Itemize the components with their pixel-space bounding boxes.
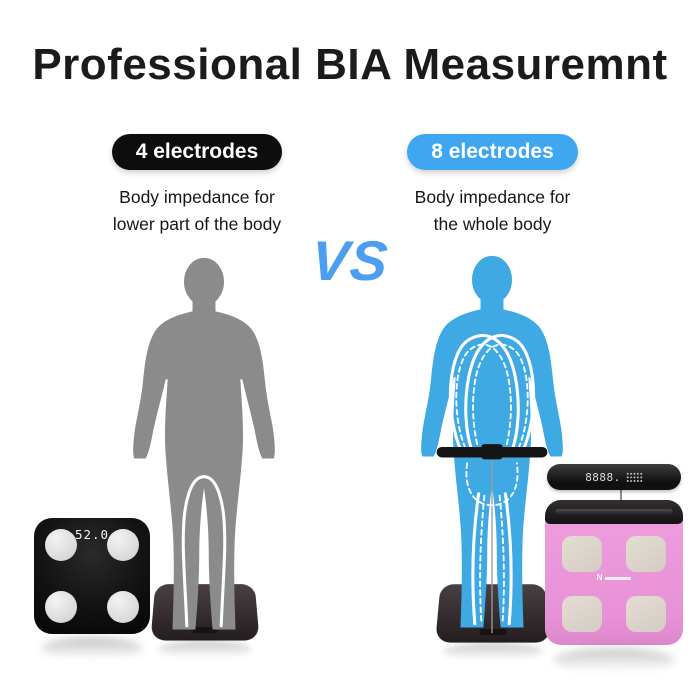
vs-label: VS	[309, 229, 391, 292]
electrode-pad	[626, 536, 666, 572]
right-caption-line1: Body impedance for	[414, 187, 571, 208]
badge-4-electrodes: 4 electrodes	[111, 134, 283, 171]
brand-logo-letter: N	[596, 573, 603, 582]
left-caption-line2: lower part of the body	[112, 213, 282, 234]
pink-scale-product: N	[545, 500, 683, 645]
black-scale-product: 52.0	[34, 518, 150, 634]
electrode-pad	[626, 596, 666, 632]
brand-logo: N	[545, 574, 683, 582]
electrode-dot	[107, 591, 139, 623]
black-scale-display: 52.0	[74, 527, 110, 542]
electrode-dot	[107, 529, 139, 561]
brand-wordmark	[605, 576, 632, 580]
right-column-header: 8 electrodes Body impedance for the whole…	[380, 134, 605, 237]
pink-scale-top-band	[545, 500, 683, 524]
pink-scale-handle: 8888.	[547, 464, 681, 490]
electrode-dot	[45, 529, 77, 561]
whole-body-impedance-loop-left	[448, 334, 520, 456]
right-caption-line2: the whole body	[433, 213, 552, 234]
whole-body-impedance-loop-right	[464, 334, 536, 456]
blue-body-silhouette	[421, 255, 563, 634]
left-caption-line1: Body impedance for	[119, 187, 275, 208]
gray-body-silhouette	[133, 257, 275, 630]
handle-display-matrix	[625, 471, 643, 483]
handle-cable	[620, 489, 622, 503]
right-caption: Body impedance for the whole body	[380, 184, 605, 237]
handle-display: 8888.	[585, 470, 621, 484]
left-caption: Body impedance for lower part of the body	[62, 184, 332, 237]
badge-8-electrodes: 8 electrodes	[407, 134, 578, 171]
page-title: Professional BIA Measuremnt	[32, 40, 668, 89]
lower-body-impedance-path	[181, 475, 227, 628]
electrode-pad	[562, 536, 602, 572]
electrode-pad	[562, 596, 602, 632]
electrode-dot	[45, 591, 77, 623]
left-column-header: 4 electrodes Body impedance for lower par…	[62, 134, 332, 237]
